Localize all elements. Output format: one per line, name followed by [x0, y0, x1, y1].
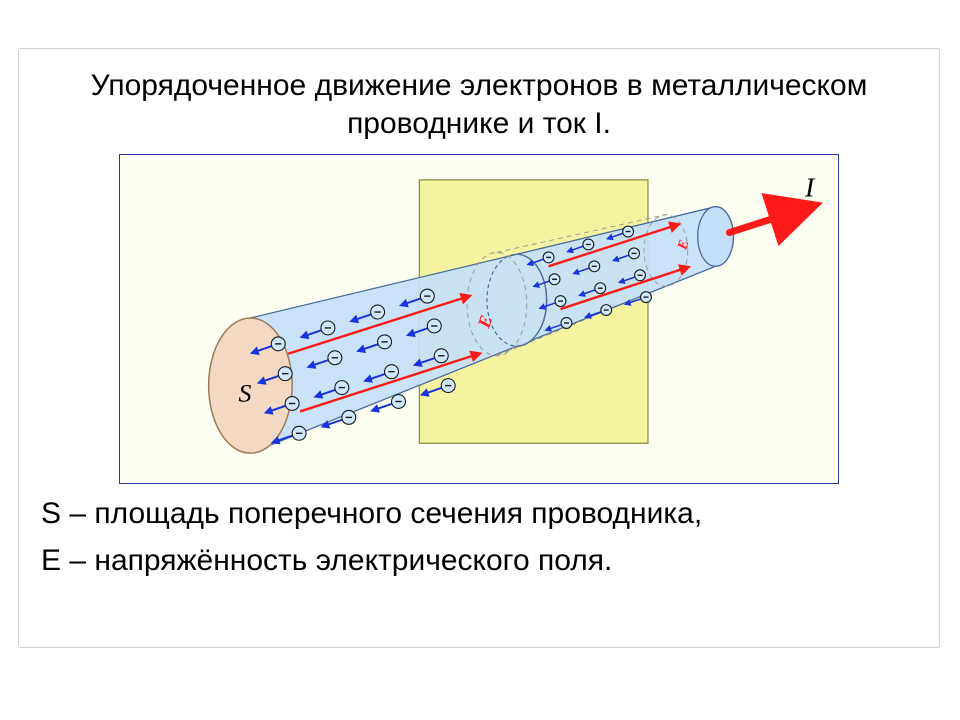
legend-s-text: – площадь поперечного сечения проводника…: [61, 497, 702, 530]
current-label: I: [804, 173, 816, 204]
legend-e-var: E: [41, 544, 61, 577]
cross-section-label: S: [238, 378, 251, 407]
legend-e-text: – напряжённость электрического поля.: [61, 544, 612, 577]
diagram-container: EEIS: [119, 154, 839, 484]
legend-s: S – площадь поперечного сечения проводни…: [41, 494, 917, 535]
conductor-diagram: EEIS: [120, 155, 838, 483]
legend-s-var: S: [41, 497, 61, 530]
current-arrow: [729, 208, 807, 233]
diagram-title: Упорядоченное движение электронов в мета…: [41, 67, 917, 142]
legend-e: E – напряжённость электрического поля.: [41, 541, 917, 582]
content-frame: Упорядоченное движение электронов в мета…: [18, 48, 940, 648]
